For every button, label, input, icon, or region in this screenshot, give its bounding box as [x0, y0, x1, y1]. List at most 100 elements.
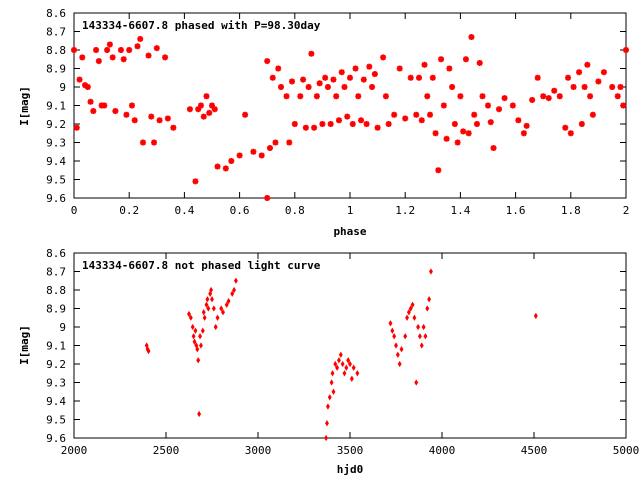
plot-frame: [73, 12, 627, 199]
data-point: [266, 145, 273, 152]
y-tick-label: 8.9: [46, 303, 66, 316]
data-point: [338, 351, 343, 358]
y-tick-label: 8.8: [46, 44, 66, 57]
data-point: [349, 375, 354, 382]
y-tick-label: 8.7: [46, 26, 66, 39]
data-point: [417, 333, 422, 340]
data-point: [325, 403, 330, 410]
data-point: [236, 152, 243, 159]
data-point: [540, 93, 547, 100]
data-point: [424, 93, 431, 100]
data-point: [82, 82, 89, 89]
data-point: [462, 56, 469, 63]
y-axis-label: I[mag]: [18, 86, 31, 126]
data-point: [509, 102, 516, 109]
data-point: [406, 309, 411, 316]
data-point: [331, 388, 336, 395]
data-point: [394, 342, 398, 349]
x-tick-label: 1.8: [561, 204, 581, 217]
data-point: [471, 111, 478, 118]
data-point: [421, 323, 426, 331]
data-point: [101, 102, 108, 109]
data-point: [337, 357, 341, 364]
data-point: [341, 84, 348, 90]
data-point: [145, 52, 152, 59]
data-point: [327, 394, 332, 401]
data-point: [534, 74, 541, 81]
data-point: [90, 108, 97, 115]
data-point: [374, 124, 381, 131]
data-point: [520, 130, 527, 137]
data-point: [191, 333, 196, 340]
data-point: [324, 434, 329, 442]
data-point: [485, 102, 491, 109]
data-point: [551, 87, 558, 94]
x-axis-label: phase: [333, 225, 366, 238]
data-point: [533, 312, 538, 320]
data-point: [344, 113, 351, 120]
data-point: [228, 158, 235, 164]
data-point: [363, 121, 370, 127]
data-point: [170, 124, 177, 131]
data-point: [206, 109, 213, 116]
data-point: [425, 305, 430, 312]
x-tick-label: 2: [623, 204, 630, 217]
data-point: [360, 76, 367, 83]
data-point: [490, 145, 497, 152]
data-point: [342, 370, 347, 377]
data-point: [487, 119, 494, 126]
data-point: [95, 58, 102, 65]
data-point: [195, 106, 202, 113]
data-point: [366, 63, 373, 70]
data-point: [206, 305, 211, 312]
data-point: [421, 61, 428, 68]
data-point: [324, 84, 331, 90]
data-point: [71, 47, 77, 53]
data-point: [205, 296, 210, 303]
y-tick-label: 9.3: [46, 137, 66, 150]
data-point: [333, 360, 338, 368]
data-point: [87, 98, 94, 105]
data-point: [416, 323, 421, 331]
data-point: [302, 124, 309, 131]
data-point: [369, 84, 376, 90]
x-tick-label: 0.4: [174, 204, 194, 217]
data-point: [209, 286, 214, 294]
data-point: [435, 167, 442, 174]
data-point: [423, 333, 428, 340]
y-tick-label: 8.7: [46, 266, 66, 279]
x-axis-label: hjd0: [337, 463, 364, 476]
data-point: [589, 111, 596, 118]
y-tick-label: 9.5: [46, 414, 66, 427]
data-point: [338, 69, 345, 76]
data-point: [327, 121, 334, 127]
data-point: [148, 113, 155, 120]
y-tick-label: 9.1: [46, 100, 66, 113]
data-point: [427, 111, 434, 118]
data-point: [73, 124, 80, 131]
data-point: [476, 59, 483, 66]
data-point: [250, 148, 257, 155]
data-point: [429, 268, 433, 275]
data-point: [153, 45, 160, 52]
data-point: [587, 93, 594, 100]
y-tick-label: 9.3: [46, 377, 66, 390]
data-point: [432, 130, 439, 137]
data-point: [556, 93, 563, 100]
data-point: [335, 364, 340, 371]
data-point: [109, 54, 116, 61]
data-point: [584, 61, 591, 68]
data-point: [269, 74, 276, 81]
data-point: [567, 130, 574, 137]
data-point: [545, 95, 552, 102]
y-tick-label: 9.5: [46, 174, 66, 187]
data-point: [617, 84, 624, 90]
data-point: [344, 364, 349, 371]
data-point: [465, 130, 472, 137]
x-tick-label: 1.6: [506, 204, 526, 217]
data-point: [390, 327, 395, 334]
data-point: [620, 102, 627, 109]
chart-title: 143334-6607.8 not phased light curve: [82, 259, 321, 272]
data-point: [197, 410, 202, 418]
